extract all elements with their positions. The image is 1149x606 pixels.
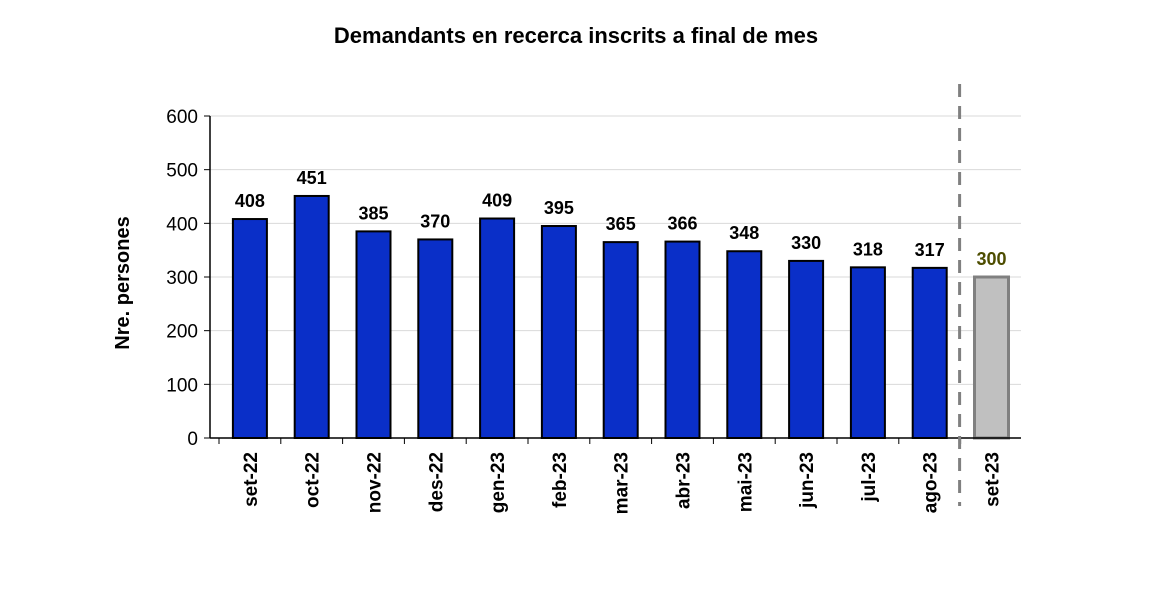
data-label: 300: [976, 249, 1006, 269]
bars: [231, 194, 1010, 440]
x-tick-label: des-22: [426, 452, 447, 512]
y-tick-label: 600: [166, 107, 198, 128]
axes: 0 100 200 300 400 500 600 set-22 oct-22 nov-22 des…: [166, 84, 1021, 514]
data-label: 366: [667, 214, 697, 234]
data-label: 385: [358, 203, 388, 223]
x-tick-label: set-22: [241, 452, 262, 507]
data-label: 365: [606, 214, 636, 234]
x-tick-label: nov-22: [365, 452, 386, 513]
y-tick-label: 100: [166, 375, 198, 396]
data-label: 330: [791, 233, 821, 253]
bar: [726, 250, 763, 439]
y-tick-label: 200: [166, 322, 198, 343]
bar: [664, 240, 701, 439]
y-tick-label: 0: [187, 429, 198, 450]
bar: [355, 230, 392, 439]
x-tick-label: jun-23: [797, 452, 818, 509]
bar: [293, 194, 330, 439]
y-tick-label: 500: [166, 161, 198, 182]
y-tick-label: 300: [166, 268, 198, 289]
bar: [540, 225, 577, 439]
x-tick-label: jul-23: [859, 452, 880, 503]
x-tick-label: oct-22: [303, 452, 324, 508]
data-label: 317: [915, 240, 945, 260]
bar: [231, 218, 268, 439]
data-label: 370: [420, 211, 450, 231]
bar: [417, 238, 454, 439]
data-label: 409: [482, 191, 512, 211]
y-axis-label: Nre. persones: [112, 216, 134, 349]
data-labels: 408 451 385 370 409 395 365 366 348 330 318 317 300: [235, 168, 1007, 269]
x-tick-label: mai-23: [735, 452, 756, 512]
x-tick-label: set-23: [983, 452, 1004, 507]
data-label: 451: [297, 168, 327, 188]
bar: [479, 217, 516, 439]
data-label: 408: [235, 191, 265, 211]
data-label: 318: [853, 239, 883, 259]
data-label: 395: [544, 198, 574, 218]
chart-title: Demandants en recerca inscrits a final d…: [334, 23, 818, 48]
bar: [602, 241, 639, 439]
x-tick-label: ago-23: [921, 452, 942, 513]
bar: [849, 266, 886, 439]
bar: [973, 275, 1010, 440]
x-tick-label: abr-23: [674, 452, 695, 509]
bar: [788, 259, 825, 439]
data-label: 348: [729, 223, 759, 243]
x-tick-label: feb-23: [550, 452, 571, 508]
bar: [911, 266, 948, 440]
x-tick-label: gen-23: [488, 452, 509, 513]
y-tick-label: 400: [166, 214, 198, 235]
x-tick-label: mar-23: [612, 452, 633, 514]
